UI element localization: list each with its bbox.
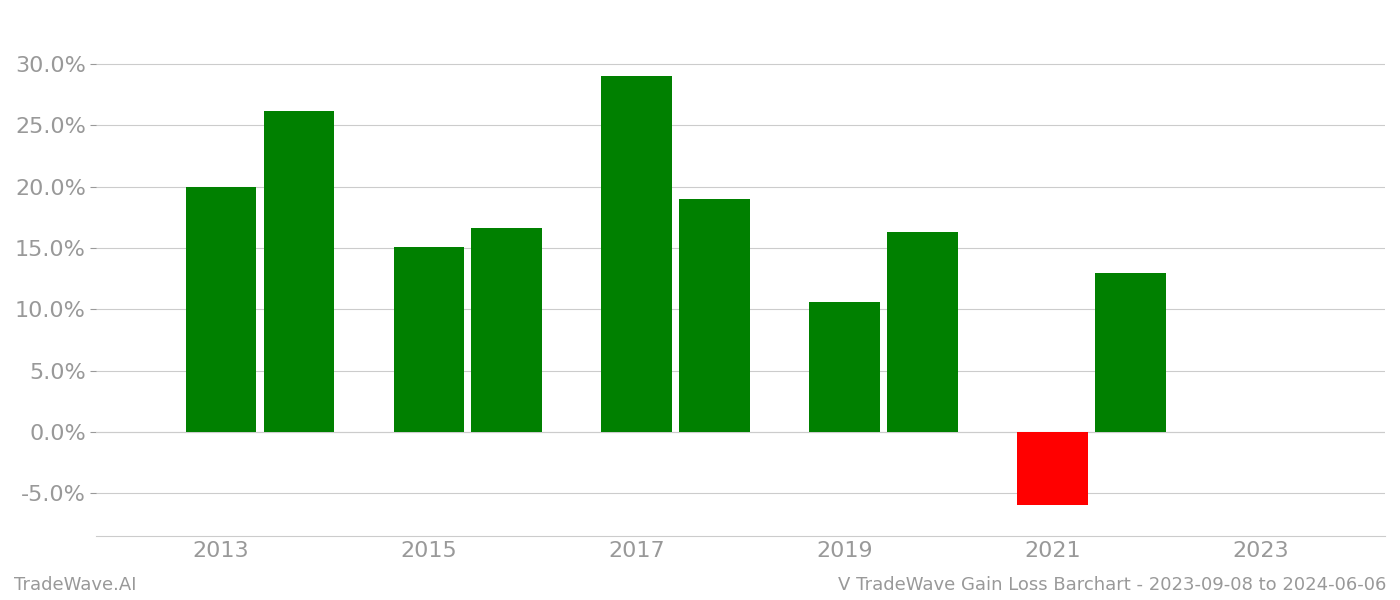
- Bar: [602, 76, 672, 432]
- Bar: [263, 110, 335, 432]
- Bar: [888, 232, 958, 432]
- Text: TradeWave.AI: TradeWave.AI: [14, 576, 137, 594]
- Bar: [472, 229, 542, 432]
- Bar: [393, 247, 465, 432]
- Bar: [679, 199, 750, 432]
- Bar: [186, 187, 256, 432]
- Bar: [1095, 272, 1166, 432]
- Text: V TradeWave Gain Loss Barchart - 2023-09-08 to 2024-06-06: V TradeWave Gain Loss Barchart - 2023-09…: [837, 576, 1386, 594]
- Bar: [809, 302, 881, 432]
- Bar: [1016, 432, 1088, 505]
